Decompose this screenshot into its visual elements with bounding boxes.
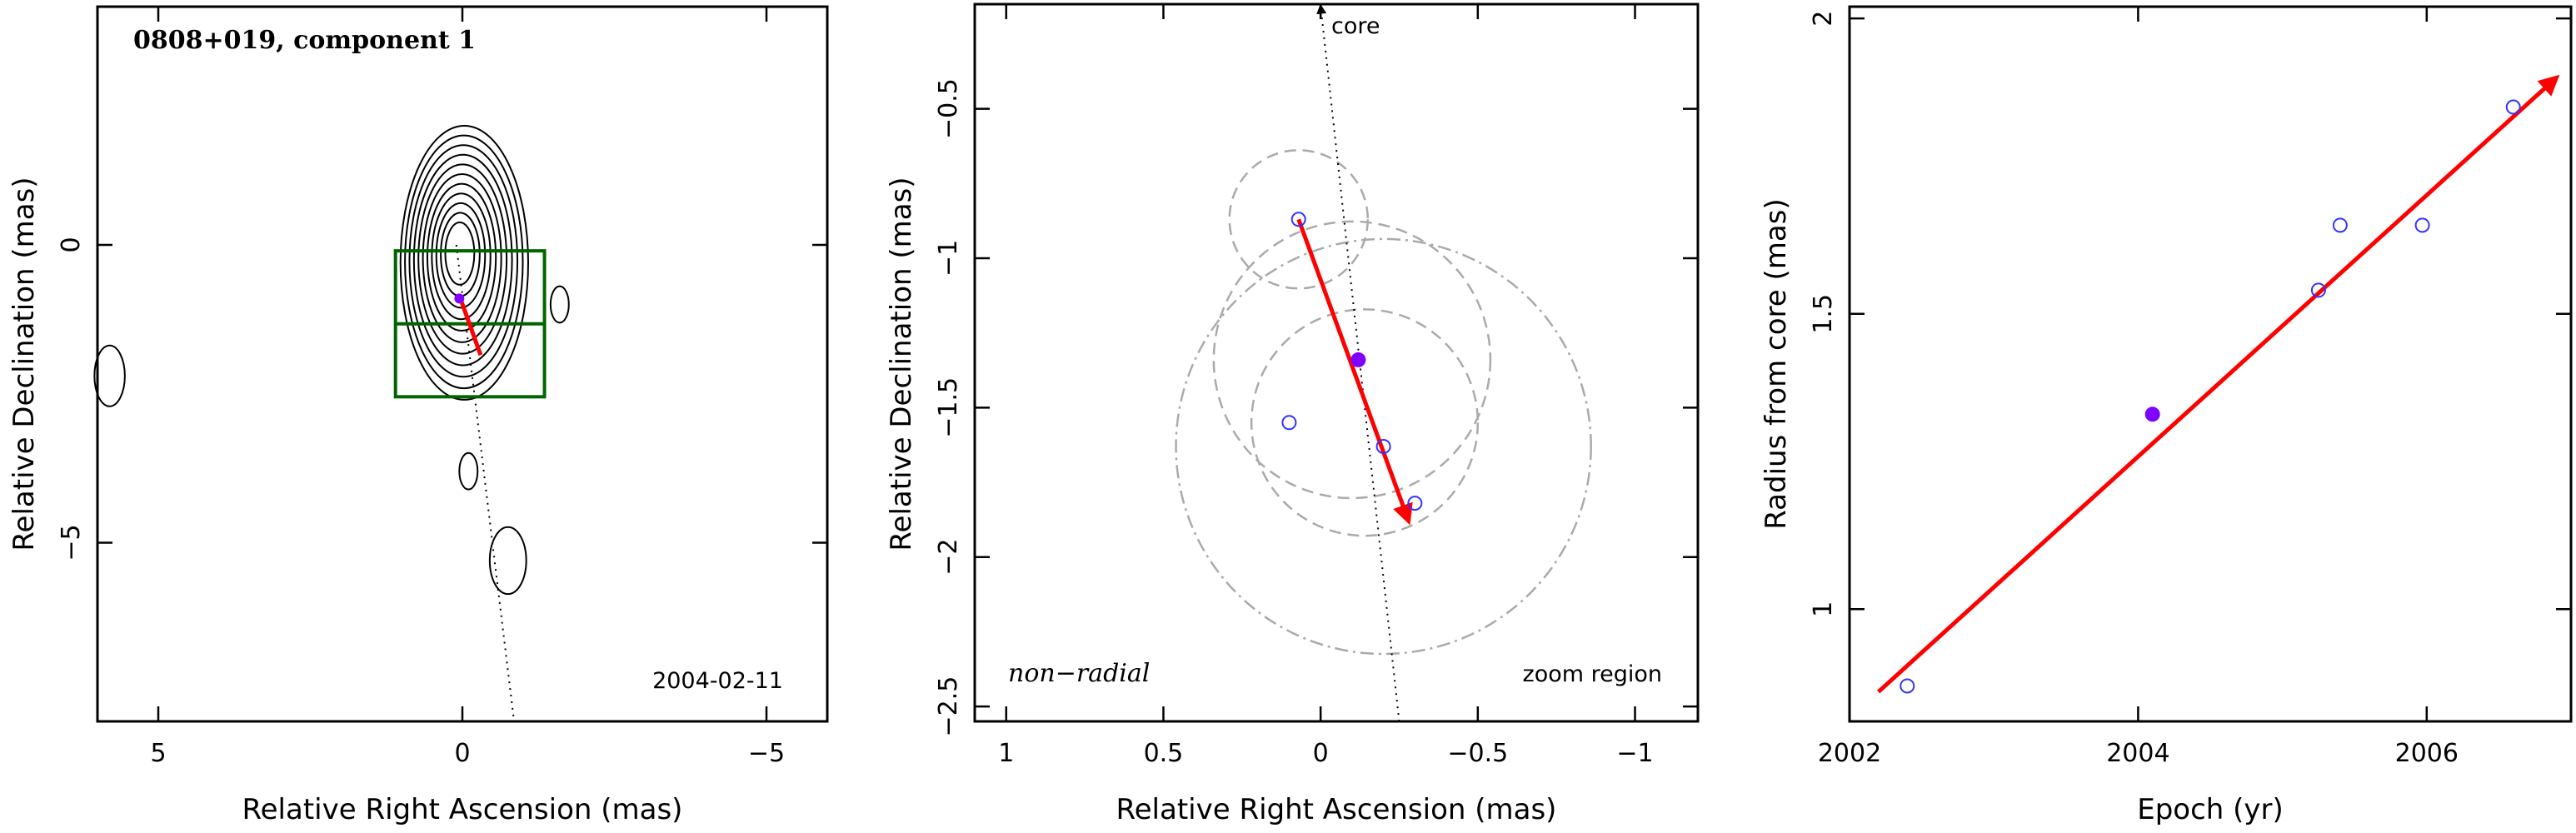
p1-xtick-label: 0.5: [1144, 739, 1184, 768]
contour-level: [399, 125, 529, 401]
p2-xtick-label: 2006: [2395, 739, 2459, 768]
contour-level: [412, 153, 513, 367]
epoch-point: [1290, 212, 1306, 227]
contour-level: [431, 192, 492, 321]
panel1-ylabel: Relative Declination (mas): [7, 177, 41, 551]
panel1-frame: [96, 5, 829, 723]
p2-ytick-label: 1.5: [1809, 294, 1838, 334]
p1-ytick-label: −1: [934, 240, 963, 277]
p2-ytick-label: 2: [1809, 11, 1838, 27]
panel-radius-vs-epoch: Epoch (yr) Radius from core (mas) 2002 20…: [1760, 5, 2573, 826]
epoch-point: [1281, 415, 1297, 431]
contour-level: [422, 173, 502, 343]
p1-xtick-label: −1: [1616, 739, 1653, 768]
p1-xtick-label: 0: [1313, 739, 1329, 768]
panel1-title: 0808+019, component 1: [133, 26, 476, 55]
contour-level: [444, 222, 476, 286]
p1-xtick-label: −0.5: [1447, 739, 1508, 768]
contour-blob: [93, 344, 126, 407]
panel3-frame: [1848, 5, 2573, 723]
p0-ytick-label: 0: [57, 237, 86, 252]
panel3-xlabel: Epoch (yr): [2137, 793, 2284, 826]
panel2-core-label: core: [1331, 13, 1380, 39]
p1-ytick-label: −0.5: [934, 78, 963, 139]
p1-xtick-label: 1: [998, 739, 1014, 768]
contour-level: [426, 182, 497, 332]
component-size-circle: [1175, 237, 1592, 656]
panel2-frame: [973, 2, 1700, 723]
p0-xtick-label: −5: [748, 739, 785, 768]
panel3-ylabel: Radius from core (mas): [1760, 198, 1793, 529]
p2-xtick-label: 2002: [1818, 739, 1881, 768]
contour-level: [417, 163, 508, 355]
contour-level: [408, 144, 519, 378]
panel1-xlabel: Relative Right Ascension (mas): [242, 793, 683, 826]
p0-xtick-label: 0: [454, 739, 470, 768]
epoch-point: [1900, 678, 1915, 694]
reference-epoch-point: [1350, 352, 1366, 367]
contour-level: [404, 134, 524, 390]
epoch-point: [1375, 438, 1391, 454]
motion-vector: [457, 294, 483, 357]
p0-xtick-label: 5: [150, 739, 166, 768]
contour-blob: [458, 451, 479, 491]
p1-ytick-label: −1.5: [934, 377, 963, 438]
epoch-point: [1407, 496, 1423, 511]
contour-blob: [488, 526, 527, 596]
fit-line: [1876, 74, 2560, 694]
epoch-point: [2332, 217, 2348, 233]
contour-level: [435, 202, 487, 309]
panel-zoom-region: core non−radial zoom region Relative Rig…: [885, 2, 1700, 826]
panel2-ylabel: Relative Declination (mas): [885, 177, 918, 551]
panel2-zoom-label: zoom region: [1523, 661, 1662, 687]
motion-vector: [1296, 218, 1413, 526]
panel1-epoch-label: 2004-02-11: [652, 668, 783, 694]
component-size-circle: [1250, 308, 1480, 537]
panel2-nonradial-label: non−radial: [1008, 659, 1150, 688]
p1-ytick-label: −2.5: [934, 676, 963, 737]
contour-blob: [549, 285, 570, 324]
epoch-point: [2310, 282, 2326, 298]
component-point: [454, 293, 465, 304]
p2-xtick-label: 2004: [2106, 739, 2169, 768]
panel2-xlabel: Relative Right Ascension (mas): [1116, 793, 1557, 826]
component-size-circle: [1228, 149, 1369, 290]
epoch-point: [2505, 99, 2521, 115]
reference-epoch-point: [2144, 407, 2160, 422]
panel-contour-map: 0808+019, component 1 2004-02-11 Relativ…: [7, 5, 829, 826]
p1-ytick-label: −2: [934, 539, 963, 576]
p2-ytick-label: 1: [1809, 601, 1838, 617]
p0-ytick-label: −5: [57, 524, 86, 561]
epoch-point: [2414, 217, 2430, 233]
component-size-circle: [1212, 220, 1492, 500]
